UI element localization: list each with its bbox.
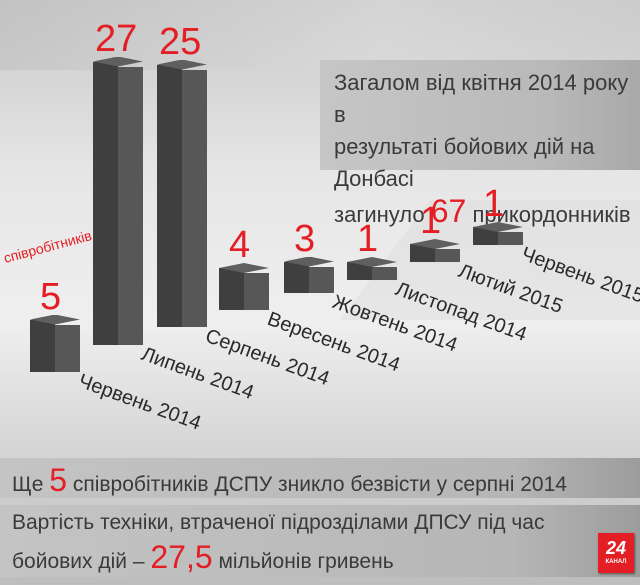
bar-front — [219, 268, 244, 310]
summary-prefix: загинуло — [334, 202, 425, 227]
bar-top — [93, 56, 143, 67]
background-band — [0, 0, 640, 70]
missing-number: 5 — [49, 462, 68, 498]
bar-top — [347, 257, 397, 267]
bar-top — [219, 263, 269, 273]
bar-side — [435, 249, 460, 262]
total-deaths-number: 67 — [430, 193, 467, 229]
logo-number: 24 — [605, 538, 627, 558]
bar-7 — [410, 239, 460, 262]
bar-top — [284, 256, 334, 267]
channel-24-logo: 24 КАНАЛ — [598, 533, 634, 573]
missing-text: Ще 5 співробітників ДСПУ зникло безвісти… — [12, 462, 567, 499]
bar-side — [182, 69, 207, 327]
bar-1 — [30, 314, 80, 372]
bar-value-label: 1 — [483, 183, 505, 225]
bar-value-label: 1 — [420, 200, 442, 242]
bar-side — [118, 66, 143, 345]
missing-band: Ще 5 співробітників ДСПУ зникло безвісти… — [0, 458, 640, 498]
bar-front — [93, 61, 118, 345]
logo-caption: КАНАЛ — [605, 559, 627, 565]
bar-top — [157, 59, 207, 70]
bar-side — [309, 266, 334, 293]
bar-front — [284, 261, 309, 293]
bar-side — [498, 232, 523, 245]
bar-value-label: 25 — [159, 20, 202, 63]
bar-8 — [473, 222, 523, 245]
bar-front — [157, 64, 182, 327]
bar-value-label: 1 — [357, 218, 379, 260]
equipment-line-2: бойових дій – 27,5 мільйонів гривень — [12, 539, 394, 576]
bar-4 — [219, 263, 269, 310]
bar-value-label: 4 — [229, 224, 251, 266]
summary-line-2: результаті бойових дій на Донбасі — [334, 134, 595, 191]
bar-top — [30, 314, 80, 325]
equipment-band: Вартість техніки, втраченої підрозділами… — [0, 505, 640, 577]
missing-prefix: Ще — [12, 473, 44, 496]
equipment-line-1: Вартість техніки, втраченої підрозділами… — [12, 511, 545, 534]
bar-value-label: 5 — [40, 275, 62, 318]
summary-line-1: Загалом від квітня 2014 року в — [334, 70, 629, 127]
bar-top — [410, 239, 460, 249]
bar-3 — [157, 59, 207, 327]
bar-front — [347, 262, 372, 280]
bar-5 — [284, 256, 334, 293]
bar-side — [372, 267, 397, 280]
bar-front — [410, 244, 435, 262]
missing-suffix: співробітників ДСПУ зникло безвісти у се… — [72, 473, 567, 496]
equipment-suffix: мільйонів гривень — [218, 550, 394, 573]
bar-value-label: 27 — [95, 17, 138, 60]
equipment-prefix: бойових дій – — [12, 550, 145, 573]
bar-top — [473, 222, 523, 232]
bar-side — [55, 324, 80, 372]
bar-side — [244, 273, 269, 310]
bar-front — [30, 319, 55, 372]
equipment-cost-number: 27,5 — [150, 539, 213, 575]
summary-line-3: загинуло 67 прикордонників — [334, 195, 640, 231]
bar-value-label: 3 — [294, 217, 316, 260]
summary-panel: Загалом від квітня 2014 року в результат… — [320, 60, 640, 227]
summary-text: Загалом від квітня 2014 року в результат… — [334, 67, 640, 231]
bar-2 — [93, 56, 143, 345]
bar-6 — [347, 257, 397, 280]
bar-front — [473, 227, 498, 245]
unit-label: співробітників — [1, 227, 94, 266]
